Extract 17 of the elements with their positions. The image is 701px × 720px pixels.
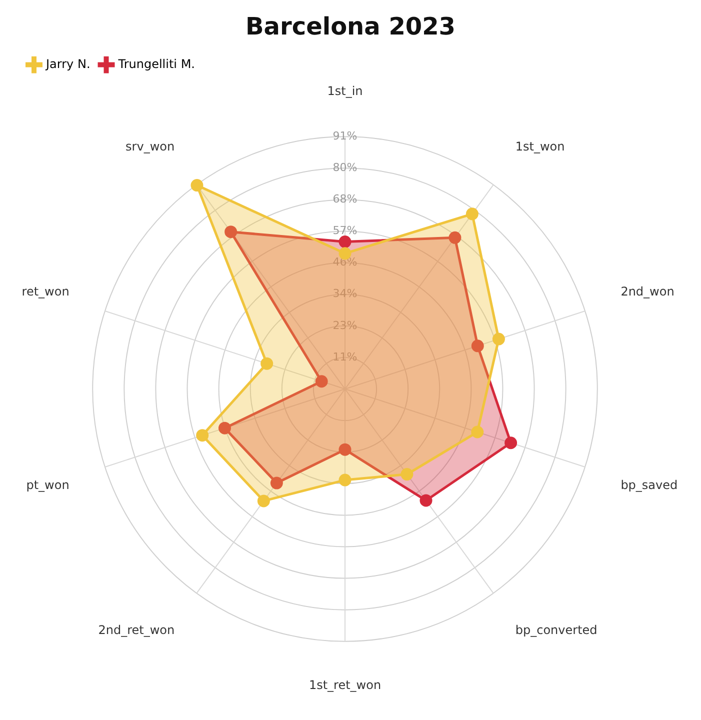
y-tick-label: 57% xyxy=(332,224,358,238)
spoke-label: 1st_in xyxy=(327,84,363,98)
chart-title: Barcelona 2023 xyxy=(246,12,456,41)
legend-label: Trungelliti M. xyxy=(117,56,195,71)
legend-label: Jarry N. xyxy=(45,56,90,71)
y-tick-label: 80% xyxy=(332,161,358,174)
spoke-label: srv_won xyxy=(126,139,175,154)
spoke-label: bp_converted xyxy=(515,622,598,637)
spoke-label: bp_saved xyxy=(620,478,678,492)
spoke-label: 2nd_won xyxy=(620,284,674,298)
spoke-label: 1st_won xyxy=(515,139,565,154)
spoke-label: ret_won xyxy=(22,284,70,298)
spoke-label: 1st_ret_won xyxy=(308,678,382,692)
spoke-label: 2nd_ret_won xyxy=(98,622,175,637)
y-tick-label: 68% xyxy=(332,192,358,206)
spoke-label: pt_won xyxy=(26,478,70,492)
y-tick-label: 91% xyxy=(332,129,358,142)
